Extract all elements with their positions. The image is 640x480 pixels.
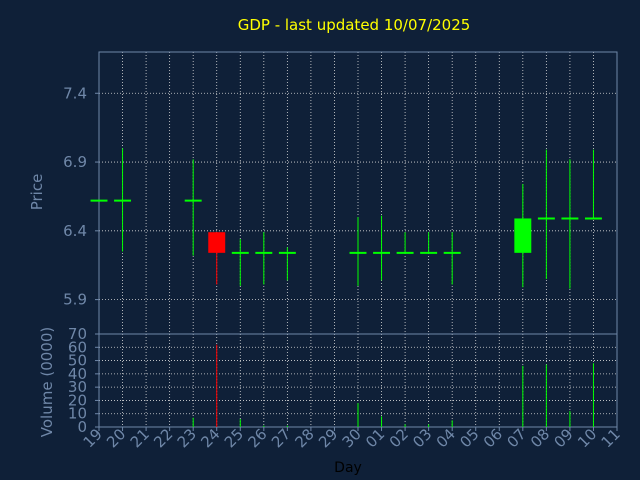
volume-tick-label: 70 — [68, 325, 87, 343]
grid-layer — [98, 52, 618, 427]
candle-body-07 — [514, 218, 532, 253]
price-tick-label: 5.9 — [63, 291, 87, 309]
volume-tick-label: 60 — [68, 338, 87, 356]
volume-tick-label: 20 — [68, 391, 87, 409]
volume-marks — [192, 344, 594, 427]
volume-tick-label: 50 — [68, 352, 87, 370]
volume-tick-label: 10 — [68, 405, 87, 423]
price-marks — [90, 148, 602, 289]
volume-tick-label: 40 — [68, 365, 87, 383]
candle-body-24 — [208, 232, 226, 253]
volume-tick-label: 0 — [77, 418, 87, 436]
x-axis-label: Day — [334, 460, 362, 476]
price-tick-label: 6.9 — [63, 153, 87, 171]
price-axis-label: Price — [28, 174, 46, 211]
price-tick-label: 7.4 — [63, 84, 87, 102]
volume-axis-label: Volume (0000) — [38, 327, 56, 437]
frame-layer — [95, 51, 618, 431]
price-tick-label: 6.4 — [63, 222, 87, 240]
volume-tick-label: 30 — [68, 378, 87, 396]
chart-title: GDP - last updated 10/07/2025 — [238, 16, 471, 34]
